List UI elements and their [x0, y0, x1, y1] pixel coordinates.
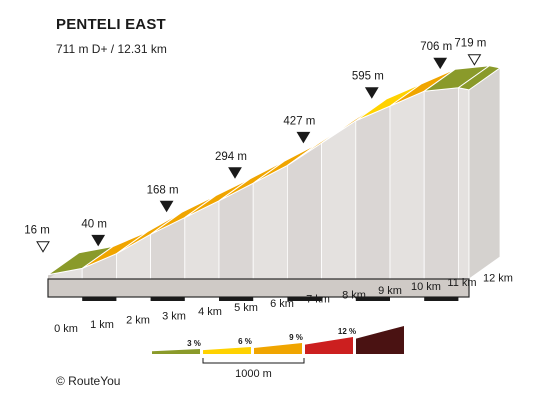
elevation-marker-label: 294 m — [215, 151, 247, 163]
x-tick-label: 11 km — [447, 277, 476, 289]
copyright-footer: © RouteYou — [56, 374, 121, 388]
profile-front-band — [389, 90, 425, 280]
legend-scale-label: 1000 m — [235, 368, 272, 380]
x-tick-label: 2 km — [126, 315, 150, 327]
chart-subtitle: 711 m D+ / 12.31 km — [56, 42, 167, 56]
profile-front-band — [355, 105, 391, 280]
profile-side-walls — [47, 65, 501, 301]
elevation-marker-icon — [159, 200, 174, 213]
legend-grade-label: 3 % — [187, 339, 201, 348]
legend-grade-label: 12 % — [338, 327, 356, 336]
x-tick-label: 6 km — [270, 298, 294, 310]
x-axis-ticks: 0 km 1 km 2 km 3 km 4 km 5 km 6 km 7 km 8 km 9 km… — [54, 273, 513, 335]
elevation-marker-label: 16 m — [24, 225, 50, 237]
profile-end-face — [468, 67, 501, 280]
x-tick-label: 5 km — [234, 302, 258, 314]
legend-swatch — [305, 337, 353, 354]
legend-grade-label: 6 % — [238, 337, 252, 346]
elevation-marker-icon — [36, 241, 50, 253]
km-scale-bar — [150, 297, 185, 301]
x-tick-label: 10 km — [411, 281, 441, 293]
km-scale-bar — [424, 297, 459, 301]
elevation-marker-label: 595 m — [352, 71, 384, 83]
elevation-marker-icon — [228, 167, 242, 179]
elevation-marker-label: 706 m — [420, 41, 452, 53]
x-tick-label: 1 km — [90, 319, 114, 331]
elevation-marker-label: 427 m — [283, 115, 315, 127]
elevation-marker-icon — [433, 57, 448, 70]
km-scale-bar — [287, 297, 322, 301]
legend-swatch — [254, 343, 302, 354]
legend-grade-label: 9 % — [289, 333, 303, 342]
elevation-marker-label: 40 m — [81, 218, 107, 230]
profile-front-band — [423, 87, 459, 280]
x-tick-label: 12 km — [483, 273, 513, 285]
gradient-segment — [457, 65, 502, 91]
profile-base-strip — [47, 278, 470, 298]
legend-swatch — [356, 326, 404, 354]
x-tick-label: 4 km — [198, 306, 222, 318]
profile-front-band — [286, 142, 323, 280]
km-scale-bar — [82, 297, 117, 301]
profile-front-band — [457, 87, 470, 280]
x-tick-label: 8 km — [342, 289, 366, 301]
elevation-marker-label: 719 m — [454, 38, 486, 50]
elevation-marker-icon — [364, 87, 379, 99]
gradient-legend: 3 % 6 % 9 % 12 % 1000 m — [152, 326, 404, 380]
profile-top-surface — [47, 65, 502, 276]
x-tick-label: 3 km — [162, 310, 186, 322]
elevation-markers: 16 m 40 m 168 m 294 m 427 m 595 m 706 m 719 m — [24, 38, 486, 253]
km-scale-bar — [355, 297, 390, 301]
legend-swatch — [203, 347, 251, 354]
elevation-marker-icon — [91, 234, 106, 247]
x-tick-label: 9 km — [378, 285, 402, 297]
legend-scale-bracket — [202, 358, 305, 364]
km-scale-bar — [219, 297, 254, 301]
profile-front-band — [252, 164, 288, 280]
elevation-marker-label: 168 m — [147, 184, 179, 196]
elevation-marker-icon — [296, 131, 311, 144]
x-tick-label: 7 km — [306, 294, 330, 306]
profile-front-band — [321, 119, 357, 280]
legend-swatch — [152, 349, 200, 354]
chart-title: PENTELI EAST — [56, 16, 166, 33]
x-tick-label: 0 km — [54, 323, 78, 335]
elevation-marker-icon — [467, 54, 482, 66]
